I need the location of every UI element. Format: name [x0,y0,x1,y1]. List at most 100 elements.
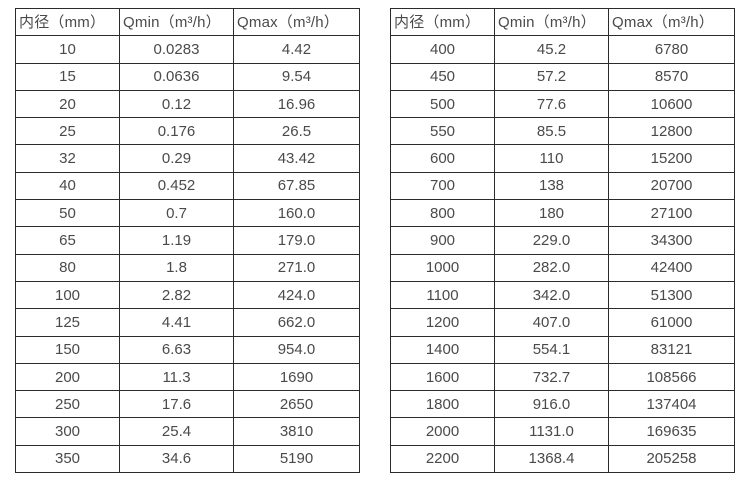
table-cell: 50 [15,199,120,228]
table-cell: 1131.0 [494,417,609,446]
table-cell: 125 [15,308,120,337]
table-cell: 0.12 [119,89,234,119]
column-header: Qmin（m³/h） [119,7,234,37]
table-cell: 700 [390,171,495,201]
table-cell: 5190 [233,444,360,474]
table-row: 125 4.41 662.0 [15,308,360,337]
table-cell: 12800 [608,117,735,146]
table-cell: 9.54 [233,62,360,91]
flow-table-small-diameters: 内径（mm） Qmin（m³/h） Qmax（m³/h） 10 0.0283 4.42 15… [15,7,360,474]
table-cell: 0.0283 [119,35,234,64]
table-cell: 15 [15,62,120,91]
column-header: Qmax（m³/h） [233,7,360,37]
table-cell: 2.82 [119,280,234,310]
table-row: 1000 282.0 42400 [390,253,735,282]
table-cell: 169635 [608,417,735,446]
table-row: 40 0.452 67.85 [15,171,360,201]
table-cell: 271.0 [233,253,360,282]
table-cell: 1368.4 [494,444,609,474]
table-cell: 42400 [608,253,735,282]
table-row: 150 6.63 954.0 [15,335,360,364]
table-row: 100 2.82 424.0 [15,280,360,310]
table-cell: 1690 [233,362,360,392]
table-row: 10 0.0283 4.42 [15,35,360,64]
column-header: Qmin（m³/h） [494,7,609,37]
table-cell: 150 [15,335,120,364]
table-cell: 600 [390,144,495,173]
table-row: 1800 916.0 137404 [390,390,735,419]
table-cell: 662.0 [233,308,360,337]
table-cell: 4.42 [233,35,360,64]
table-cell: 4.41 [119,308,234,337]
table-cell: 407.0 [494,308,609,337]
table-cell: 43.42 [233,144,360,173]
table-row: 25 0.176 26.5 [15,117,360,146]
table-cell: 400 [390,35,495,64]
table-row: 32 0.29 43.42 [15,144,360,173]
table-row: 65 1.19 179.0 [15,226,360,255]
table-cell: 250 [15,390,120,419]
table-cell: 200 [15,362,120,392]
table-cell: 282.0 [494,253,609,282]
table-cell: 83121 [608,335,735,364]
table-cell: 67.85 [233,171,360,201]
table-cell: 1200 [390,308,495,337]
table-row: 1600 732.7 108566 [390,362,735,392]
table-row: 700 138 20700 [390,171,735,201]
table-cell: 108566 [608,362,735,392]
table-cell: 0.7 [119,199,234,228]
table-cell: 32 [15,144,120,173]
table-row: 20 0.12 16.96 [15,89,360,119]
table-cell: 10600 [608,89,735,119]
table-cell: 40 [15,171,120,201]
table-cell: 110 [494,144,609,173]
table-cell: 2200 [390,444,495,474]
table-cell: 1800 [390,390,495,419]
table-cell: 80 [15,253,120,282]
table-cell: 57.2 [494,62,609,91]
table-cell: 229.0 [494,226,609,255]
header-row: 内径（mm） Qmin（m³/h） Qmax（m³/h） [390,7,735,37]
table-cell: 179.0 [233,226,360,255]
table-row: 1400 554.1 83121 [390,335,735,364]
table-cell: 300 [15,417,120,446]
table-cell: 27100 [608,199,735,228]
table-cell: 26.5 [233,117,360,146]
table-cell: 6780 [608,35,735,64]
table-cell: 2650 [233,390,360,419]
table-cell: 0.0636 [119,62,234,91]
table-row: 400 45.2 6780 [390,35,735,64]
table-cell: 342.0 [494,280,609,310]
table-cell: 34.6 [119,444,234,474]
table-cell: 8570 [608,62,735,91]
table-cell: 137404 [608,390,735,419]
table-cell: 77.6 [494,89,609,119]
table-cell: 6.63 [119,335,234,364]
table-cell: 800 [390,199,495,228]
table-cell: 554.1 [494,335,609,364]
table-cell: 1.19 [119,226,234,255]
flow-table-large-diameters: 内径（mm） Qmin（m³/h） Qmax（m³/h） 400 45.2 6780 450… [390,7,735,474]
table-cell: 10 [15,35,120,64]
table-row: 80 1.8 271.0 [15,253,360,282]
table-cell: 61000 [608,308,735,337]
table-row: 600 110 15200 [390,144,735,173]
table-row: 2200 1368.4 205258 [390,444,735,474]
table-cell: 450 [390,62,495,91]
table-cell: 3810 [233,417,360,446]
table-cell: 85.5 [494,117,609,146]
table-row: 50 0.7 160.0 [15,199,360,228]
table-cell: 51300 [608,280,735,310]
table-cell: 20 [15,89,120,119]
column-header: Qmax（m³/h） [608,7,735,37]
table-row: 300 25.4 3810 [15,417,360,446]
table-cell: 550 [390,117,495,146]
table-cell: 1.8 [119,253,234,282]
table-row: 1100 342.0 51300 [390,280,735,310]
table-row: 15 0.0636 9.54 [15,62,360,91]
table-cell: 65 [15,226,120,255]
column-header: 内径（mm） [390,7,495,37]
table-cell: 900 [390,226,495,255]
table-cell: 15200 [608,144,735,173]
table-cell: 350 [15,444,120,474]
